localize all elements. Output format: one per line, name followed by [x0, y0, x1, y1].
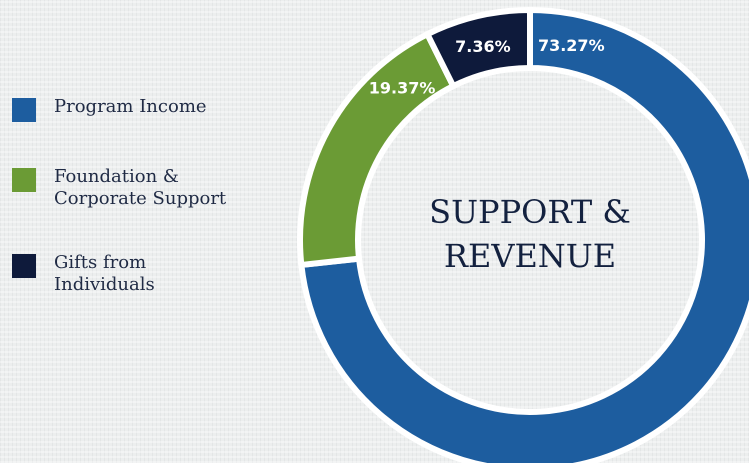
- data-label: 19.37%: [369, 78, 436, 97]
- legend-label: Gifts from Individuals: [54, 252, 155, 295]
- legend-label: Program Income: [54, 96, 207, 117]
- donut-segment: [298, 6, 749, 463]
- chart-title: SUPPORT & REVENUE: [429, 193, 631, 275]
- legend-swatch: [12, 98, 36, 122]
- data-label: 7.36%: [455, 37, 511, 56]
- legend-label: Foundation & Corporate Support: [54, 166, 227, 209]
- data-label: 73.27%: [538, 36, 605, 55]
- legend-swatch: [12, 254, 36, 278]
- donut-segment: [423, 6, 533, 91]
- legend-swatch: [12, 168, 36, 192]
